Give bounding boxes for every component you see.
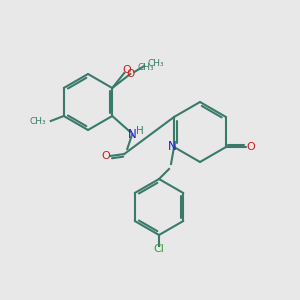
Text: O: O [102, 151, 111, 161]
Text: O: O [247, 142, 255, 152]
Text: O: O [126, 69, 134, 79]
Text: O: O [123, 65, 132, 75]
Text: CH₃: CH₃ [29, 116, 46, 125]
Text: H: H [136, 126, 144, 136]
Text: CH₃: CH₃ [137, 62, 154, 71]
Text: Cl: Cl [154, 244, 164, 254]
Text: N: N [168, 140, 176, 152]
Text: CH₃: CH₃ [147, 59, 164, 68]
Text: N: N [128, 128, 136, 140]
